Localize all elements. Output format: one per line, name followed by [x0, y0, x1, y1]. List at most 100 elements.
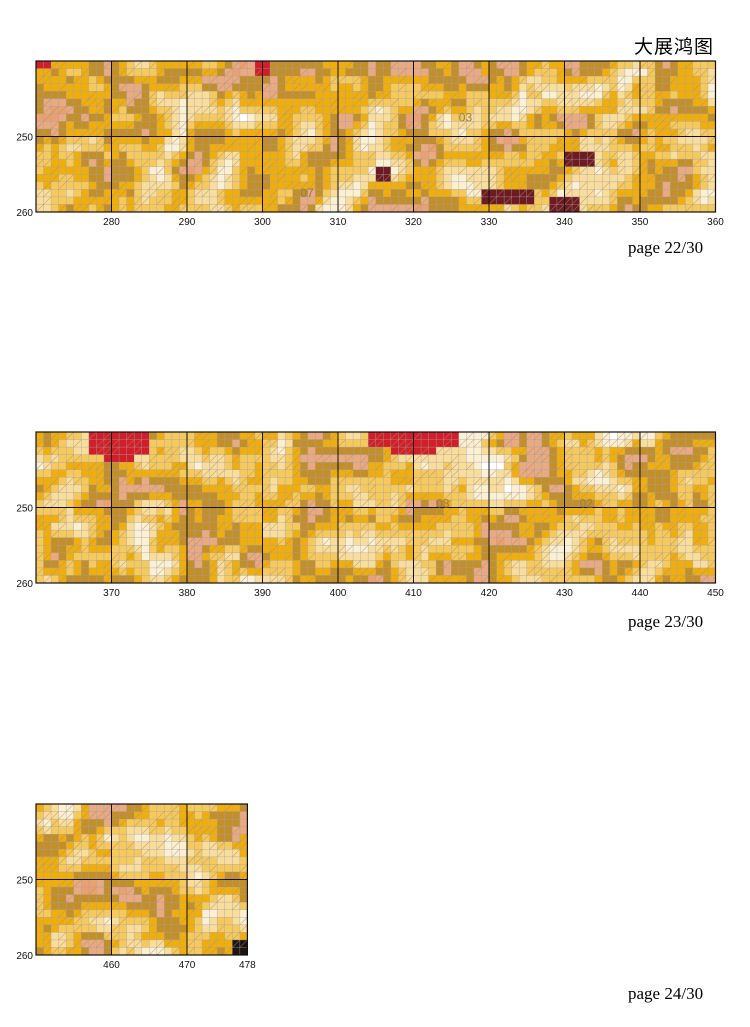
stitch-cell: [81, 76, 89, 84]
stitch-cell: [421, 522, 429, 531]
stitch-cell: [383, 477, 391, 485]
stitch-cell: [662, 499, 671, 508]
stitch-cell: [572, 530, 580, 538]
stitch-cell: [624, 68, 633, 77]
stitch-cell: [232, 864, 240, 872]
stitch-cell: [353, 522, 361, 531]
stitch-cell: [609, 522, 618, 531]
stitch-cell: [632, 61, 640, 69]
stitch-cell: [443, 128, 452, 137]
stitch-cell: [73, 575, 82, 583]
stitch-cell: [134, 932, 142, 940]
stitch-cell: [572, 159, 580, 167]
stitch-cell: [58, 492, 67, 500]
stitch-cell: [292, 189, 301, 197]
stitch-cell: [81, 864, 89, 872]
stitch-cell: [58, 68, 67, 77]
stitch-cell: [707, 91, 716, 99]
stitch-cell: [375, 477, 384, 485]
stitch-cell: [217, 106, 225, 114]
stitch-cell: [254, 166, 263, 175]
stitch-cell: [519, 477, 527, 485]
stitch-cell: [209, 189, 218, 197]
stitch-cell: [390, 462, 399, 470]
stitch-cell: [617, 477, 625, 485]
stitch-cell: [405, 469, 414, 478]
stitch-cell: [111, 113, 120, 122]
stitch-cell: [632, 106, 640, 114]
stitch-cell: [285, 204, 293, 212]
stitch-cell: [103, 499, 112, 508]
stitch-cell: [202, 530, 210, 538]
stitch-cell: [481, 567, 489, 576]
stitch-cell: [232, 871, 240, 880]
stitch-cell: [609, 113, 618, 122]
stitch-cell: [579, 159, 588, 167]
stitch-cell: [202, 909, 210, 918]
stitch-cell: [119, 469, 127, 478]
stitch-cell: [81, 181, 89, 190]
stitch-cell: [368, 515, 376, 523]
stitch-cell: [594, 91, 603, 99]
stitch-cell: [670, 530, 678, 538]
stitch-cell: [119, 939, 127, 948]
stitch-cell: [73, 61, 82, 69]
stitch-cell: [179, 76, 187, 84]
stitch-cell: [345, 113, 354, 122]
stitch-cell: [330, 454, 338, 463]
stitch-cell: [594, 151, 603, 160]
stitch-cell: [421, 560, 429, 568]
stitch-cell: [239, 106, 248, 114]
stitch-cell: [496, 98, 505, 107]
stitch-cell: [187, 507, 195, 516]
stitch-cell: [239, 181, 248, 190]
stitch-cell: [587, 507, 595, 516]
stitch-cell: [202, 121, 210, 129]
stitch-cell: [466, 204, 474, 212]
stitch-cell: [307, 462, 316, 470]
stitch-cell: [187, 121, 195, 129]
stitch-cell: [232, 128, 240, 137]
stitch-cell: [700, 560, 708, 568]
stitch-cell: [428, 454, 437, 463]
stitch-cell: [149, 136, 157, 145]
stitch-cell: [51, 484, 59, 493]
stitch-cell: [390, 515, 399, 523]
stitch-cell: [179, 181, 187, 190]
stitch-cell: [81, 136, 89, 145]
stitch-cell: [677, 432, 686, 440]
stitch-cell: [119, 826, 127, 835]
stitch-cell: [73, 811, 82, 820]
stitch-cell: [156, 432, 165, 440]
stitch-cell: [43, 871, 52, 880]
stitch-cell: [141, 545, 150, 553]
stitch-cell: [103, 91, 112, 99]
stitch-cell: [353, 189, 361, 197]
stitch-cell: [239, 909, 248, 918]
stitch-cell: [88, 552, 97, 561]
stitch-cell: [36, 454, 44, 463]
stitch-cell: [224, 477, 233, 485]
stitch-cell: [594, 515, 603, 523]
stitch-cell: [677, 189, 686, 197]
stitch-cell: [134, 826, 142, 835]
stitch-cell: [66, 841, 74, 850]
stitch-cell: [277, 106, 286, 114]
stitch-cell: [473, 91, 482, 99]
stitch-cell: [51, 552, 59, 561]
stitch-cell: [81, 924, 89, 933]
stitch-cell: [655, 136, 663, 145]
stitch-cell: [96, 932, 104, 940]
stitch-cell: [134, 834, 142, 842]
stitch-cell: [254, 113, 263, 122]
stitch-cell: [307, 439, 316, 448]
stitch-cell: [640, 98, 648, 107]
stitch-cell: [111, 834, 120, 842]
stitch-cell: [489, 454, 497, 463]
x-tick-label: 400: [330, 588, 347, 599]
stitch-cell: [111, 128, 120, 137]
stitch-cell: [655, 484, 663, 493]
stitch-cell: [96, 864, 104, 872]
stitch-cell: [171, 917, 180, 925]
stitch-cell: [526, 159, 535, 167]
